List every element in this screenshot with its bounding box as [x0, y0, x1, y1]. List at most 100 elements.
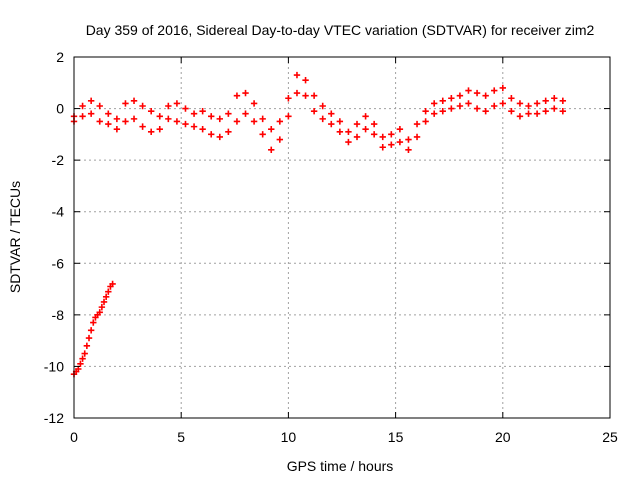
x-tick-label: 25 [602, 429, 618, 445]
y-axis-label: SDTVAR / TECUs [7, 181, 23, 293]
data-point [250, 118, 258, 125]
data-point [87, 327, 95, 334]
data-point [345, 138, 352, 146]
x-tick-label: 10 [281, 429, 297, 445]
data-point [190, 110, 198, 117]
data-point [276, 136, 284, 143]
data-point [482, 92, 489, 99]
data-point [430, 110, 438, 117]
data-point [268, 126, 275, 133]
data-point [85, 334, 93, 342]
data-point [525, 102, 532, 110]
x-tick-label: 20 [495, 429, 511, 445]
data-point [208, 113, 215, 120]
data-point [516, 113, 524, 120]
data-point [439, 107, 446, 115]
data-point [551, 105, 558, 112]
data-point [199, 126, 206, 133]
data-point [508, 95, 515, 102]
data-point [336, 118, 344, 125]
data-point [102, 293, 110, 301]
data-point [456, 92, 464, 99]
data-point [96, 102, 103, 110]
data-point [319, 102, 326, 110]
data-point [242, 89, 249, 97]
data-point [405, 146, 412, 154]
y-tick-label: -6 [52, 255, 65, 271]
data-point [96, 309, 103, 316]
data-point [533, 100, 541, 107]
data-point [79, 102, 86, 110]
y-tick-label: -4 [52, 204, 65, 220]
data-point [491, 87, 498, 94]
data-point [250, 100, 258, 107]
data-point [379, 144, 386, 151]
data-point [559, 97, 567, 105]
data-point [525, 110, 532, 117]
data-point [216, 133, 223, 141]
data-point [100, 298, 108, 306]
data-point [319, 115, 326, 123]
data-point [345, 128, 352, 135]
data-point [328, 110, 335, 117]
data-point [499, 100, 506, 107]
data-point [379, 133, 386, 141]
data-point [396, 126, 404, 133]
data-point [542, 107, 549, 115]
data-point [225, 110, 232, 117]
data-point [199, 107, 206, 115]
data-point [87, 110, 95, 117]
data-point [473, 105, 481, 112]
data-point [430, 100, 438, 107]
data-point [388, 131, 395, 138]
y-tick-label: -10 [44, 358, 64, 374]
data-point [465, 87, 472, 94]
y-tick-label: -8 [52, 307, 65, 323]
data-point [77, 360, 84, 368]
data-point [362, 113, 369, 120]
data-point [233, 92, 241, 99]
data-point [98, 303, 106, 311]
data-point [413, 120, 421, 128]
data-point [139, 102, 146, 110]
data-point [353, 133, 361, 141]
data-point [559, 107, 567, 115]
data-point [370, 120, 378, 128]
x-tick-label: 15 [388, 429, 404, 445]
data-point [81, 350, 88, 357]
data-point [113, 115, 121, 123]
data-point [147, 128, 155, 135]
data-point [182, 105, 189, 112]
data-point [147, 107, 155, 115]
data-point [310, 92, 318, 99]
data-point [83, 342, 91, 349]
data-point [190, 123, 198, 130]
y-tick-label: 2 [56, 49, 64, 65]
data-point [448, 95, 455, 102]
axis-ticks: 0 5 10 15 20 25 -12 -10 -8 -6 -4 -2 0 2 [44, 49, 618, 445]
data-point [259, 115, 266, 123]
data-point [225, 128, 232, 135]
data-point [293, 89, 301, 97]
data-point [508, 107, 515, 115]
y-tick-label: -12 [44, 410, 64, 426]
data-point [413, 133, 421, 141]
x-tick-label: 5 [177, 429, 185, 445]
data-point [302, 77, 309, 84]
data-point [422, 107, 429, 115]
chart-title: Day 359 of 2016, Sidereal Day-to-day VTE… [86, 22, 595, 38]
data-point [139, 123, 146, 130]
data-point [165, 115, 172, 123]
series-group [70, 280, 116, 378]
data-point [465, 100, 472, 107]
data-point [353, 120, 361, 128]
data-point [259, 131, 266, 138]
data-point [113, 126, 121, 133]
x-tick-label: 0 [70, 429, 78, 445]
data-point [328, 120, 335, 128]
x-axis-label: GPS time / hours [287, 458, 394, 474]
data-point [516, 100, 524, 107]
data-point [491, 102, 498, 110]
